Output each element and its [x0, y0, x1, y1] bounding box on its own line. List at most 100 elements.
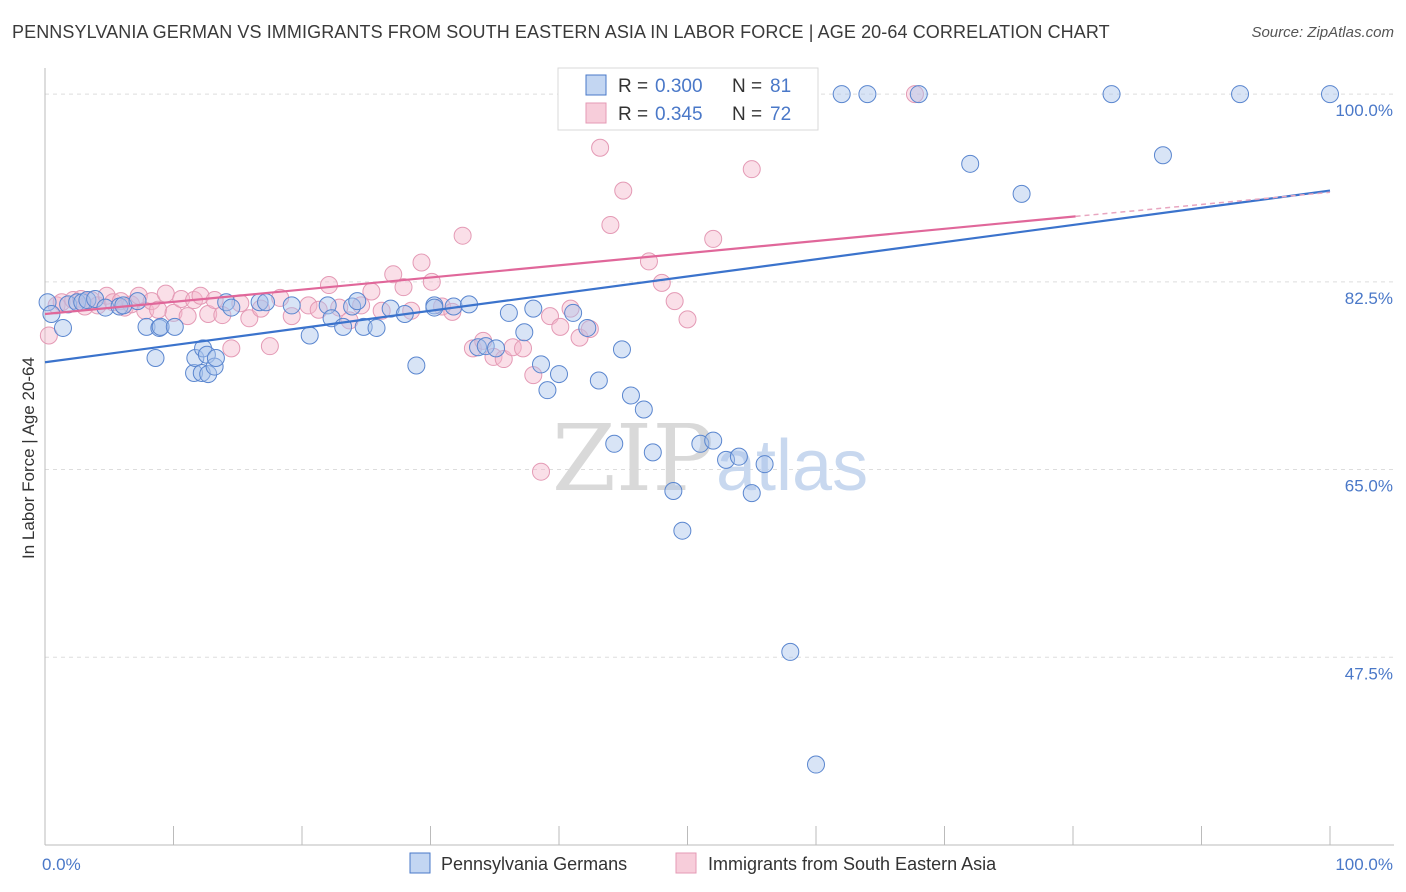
y-tick-labels: 100.0% 82.5% 65.0% 47.5% [1335, 101, 1393, 683]
data-point-pennsylvania-germans [257, 293, 276, 312]
data-point-pennsylvania-germans [78, 291, 97, 310]
legend-n-label-pink: N = [732, 104, 762, 125]
trend-line-immigrants [44, 215, 1076, 316]
data-point-immigrants [551, 317, 570, 336]
data-point-pennsylvania-germans [128, 292, 147, 311]
chart-title: PENNSYLVANIA GERMAN VS IMMIGRANTS FROM S… [12, 22, 1110, 42]
series-immigrants-points [39, 85, 924, 481]
y-tick-label: 82.5% [1345, 289, 1393, 308]
data-point-pennsylvania-germans [634, 400, 653, 419]
data-point-immigrants [742, 160, 761, 179]
data-point-pennsylvania-germans [367, 318, 386, 337]
legend-n-value-pink: 72 [770, 104, 791, 125]
data-point-pennsylvania-germans [354, 317, 373, 336]
data-point-pennsylvania-germans [605, 434, 624, 453]
data-point-pennsylvania-germans [282, 296, 301, 315]
data-point-pennsylvania-germans [564, 303, 583, 322]
watermark-zip: ZIP [552, 405, 714, 512]
data-point-pennsylvania-germans [858, 85, 877, 104]
bottom-legend-label-pink: Immigrants from South Eastern Asia [708, 854, 997, 874]
data-point-pennsylvania-germans [742, 484, 761, 503]
y-tick-label: 100.0% [1335, 101, 1393, 120]
data-point-pennsylvania-germans [781, 642, 800, 661]
data-point-pennsylvania-germans [524, 299, 543, 318]
data-point-immigrants [514, 339, 533, 358]
y-axis-label: In Labor Force | Age 20-64 [19, 357, 38, 559]
data-point-immigrants [178, 307, 197, 326]
data-point-pennsylvania-germans [186, 348, 205, 367]
data-point-immigrants [260, 337, 279, 356]
data-point-pennsylvania-germans [487, 339, 506, 358]
legend-r-label-pink: R = [618, 104, 648, 125]
data-point-pennsylvania-germans [1102, 85, 1121, 104]
data-point-immigrants [149, 300, 168, 319]
bottom-legend-swatch-pink [675, 852, 697, 874]
data-point-pennsylvania-germans [1012, 184, 1031, 203]
legend-r-label-blue: R = [618, 76, 648, 97]
data-point-pennsylvania-germans [909, 85, 928, 104]
data-point-pennsylvania-germans [185, 364, 204, 382]
data-point-pennsylvania-germans [612, 340, 631, 359]
series-legend: Pennsylvania Germans Immigrants from Sou… [409, 852, 997, 874]
data-point-pennsylvania-germans [425, 298, 444, 317]
watermark: ZIP atlas [552, 405, 868, 512]
data-point-immigrants [394, 278, 413, 297]
data-point-immigrants [601, 215, 620, 234]
axes [44, 68, 1394, 846]
y-tick-label: 65.0% [1345, 477, 1393, 496]
data-point-immigrants [319, 276, 338, 295]
data-point-immigrants [240, 309, 259, 328]
data-point-pennsylvania-germans [150, 318, 169, 337]
legend-n-value-blue: 81 [770, 76, 791, 97]
y-tick-label: 47.5% [1345, 664, 1393, 683]
data-point-pennsylvania-germans [538, 381, 557, 400]
x-tick-min: 0.0% [42, 855, 81, 874]
data-point-immigrants [52, 293, 71, 312]
data-point-immigrants [384, 265, 403, 284]
data-point-immigrants [222, 339, 241, 358]
data-point-pennsylvania-germans [38, 293, 57, 312]
stats-legend: R = 0.300 N = 81 R = 0.345 N = 72 [557, 67, 819, 131]
data-point-pennsylvania-germans [532, 355, 551, 374]
data-point-pennsylvania-germans [755, 455, 774, 474]
legend-swatch-blue [585, 74, 607, 96]
data-point-pennsylvania-germans [1321, 85, 1339, 104]
data-point-pennsylvania-germans [832, 85, 851, 104]
data-point-pennsylvania-germans [300, 326, 319, 345]
data-point-immigrants [453, 226, 472, 245]
data-point-pennsylvania-germans [499, 303, 518, 322]
data-point-pennsylvania-germans [1153, 146, 1172, 165]
gridlines [45, 93, 1394, 658]
data-point-pennsylvania-germans [348, 292, 367, 311]
data-point-immigrants [905, 85, 924, 104]
data-point-pennsylvania-germans [550, 365, 568, 384]
data-point-immigrants [282, 307, 301, 326]
data-point-pennsylvania-germans [137, 317, 156, 336]
bottom-legend-swatch-blue [409, 852, 431, 874]
legend-r-value-blue: 0.300 [655, 76, 703, 97]
data-point-immigrants [156, 284, 175, 303]
data-point-pennsylvania-germans [673, 521, 692, 540]
bottom-legend-label-blue: Pennsylvania Germans [441, 854, 627, 874]
source-credit: Source: ZipAtlas.com [1251, 24, 1394, 41]
x-tick-max: 100.0% [1335, 855, 1393, 874]
data-point-pennsylvania-germans [146, 348, 165, 367]
data-point-pennsylvania-germans [643, 443, 662, 462]
data-point-immigrants [704, 229, 723, 248]
watermark-atlas: atlas [716, 426, 868, 506]
data-point-immigrants [678, 310, 697, 329]
data-point-pennsylvania-germans [53, 318, 72, 337]
data-point-pennsylvania-germans [222, 298, 241, 317]
data-point-immigrants [309, 300, 328, 319]
data-point-immigrants [205, 291, 224, 310]
data-point-pennsylvania-germans [578, 318, 597, 337]
data-point-pennsylvania-germans [704, 431, 723, 450]
data-point-pennsylvania-germans [343, 297, 362, 316]
data-point-pennsylvania-germans [199, 365, 218, 384]
legend-r-value-pink: 0.345 [655, 104, 703, 125]
data-point-pennsylvania-germans [165, 317, 184, 336]
data-point-pennsylvania-germans [621, 386, 640, 405]
data-point-immigrants [412, 253, 431, 272]
data-point-pennsylvania-germans [151, 317, 170, 336]
